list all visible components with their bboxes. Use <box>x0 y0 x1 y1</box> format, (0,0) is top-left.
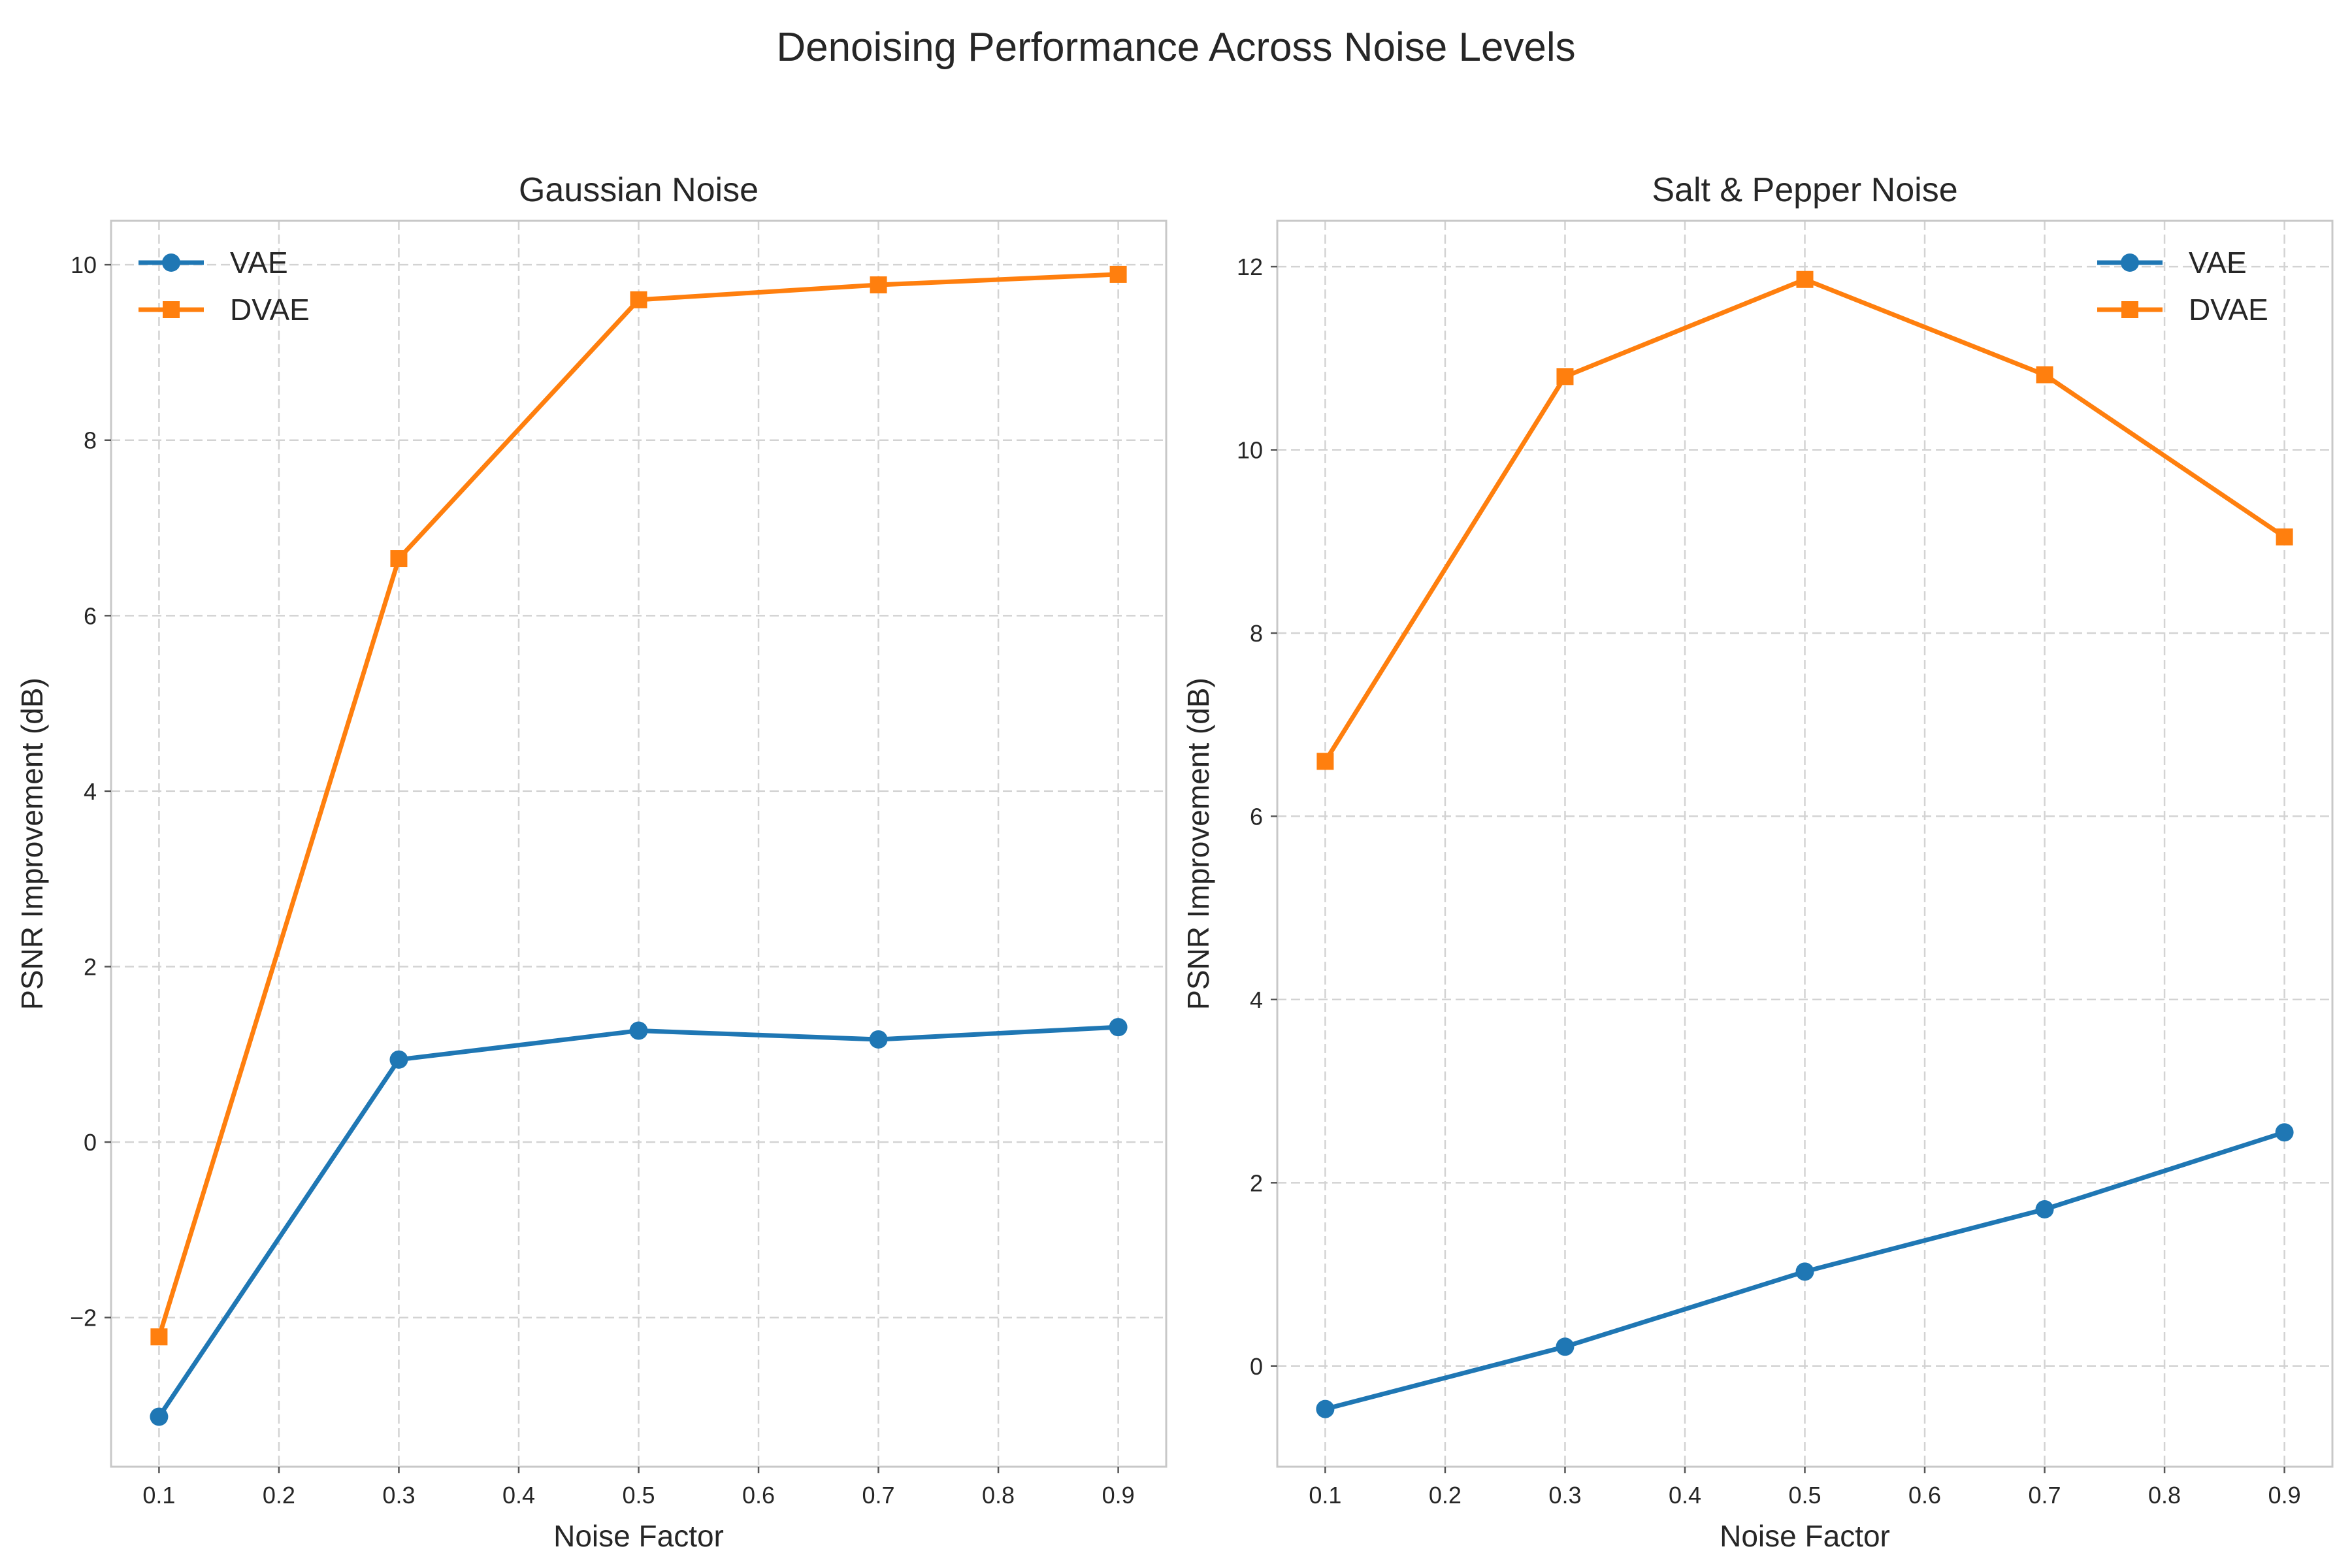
data-point <box>1109 1018 1128 1037</box>
x-tick-label: 0.3 <box>382 1482 415 1509</box>
panel-title: Gaussian Noise <box>519 171 759 209</box>
chart-panels: 0.1 0.2 0.3 0.4 0.5 0.6 0.7 0.8 0.9 −2 0 2 4 6 8 10 Gaus… <box>15 171 2334 1553</box>
data-point <box>150 1328 168 1346</box>
y-tick-label: 2 <box>84 954 97 981</box>
series-dvae <box>150 265 1127 1346</box>
series-dvae <box>1316 270 2293 770</box>
figure-title: Denoising Performance Across Noise Level… <box>776 25 1575 70</box>
x-tick-label: 0.3 <box>1548 1482 1581 1509</box>
data-point <box>1109 265 1127 283</box>
panel-title: Salt & Pepper Noise <box>1652 171 1957 209</box>
chart-panel-1: 0.1 0.2 0.3 0.4 0.5 0.6 0.7 0.8 0.9 −2 0 2 4 6 8 10 Gaus… <box>15 171 1168 1553</box>
data-point <box>150 1407 169 1426</box>
data-point <box>869 1030 888 1049</box>
y-tick-label: 4 <box>84 778 97 805</box>
legend-label: VAE <box>2189 246 2247 280</box>
legend-marker <box>163 301 180 318</box>
y-axis-label: PSNR Improvement (dB) <box>15 678 49 1010</box>
y-tick-label: 0 <box>1250 1353 1263 1380</box>
x-tick-label: 0.8 <box>2148 1482 2181 1509</box>
y-tick-label: −2 <box>70 1305 97 1331</box>
legend: VAE DVAE <box>2097 246 2268 327</box>
x-axis-label: Noise Factor <box>553 1519 724 1553</box>
data-point <box>870 276 887 294</box>
y-tick-label: 6 <box>1250 803 1263 830</box>
x-tick-label: 0.4 <box>1669 1482 1701 1509</box>
x-tick-label: 0.5 <box>1788 1482 1821 1509</box>
y-tick-label: 0 <box>84 1129 97 1156</box>
legend-label: DVAE <box>2189 293 2268 327</box>
data-point <box>2276 528 2293 546</box>
legend-item-vae: VAE <box>2097 246 2247 280</box>
data-point <box>1316 753 1334 770</box>
legend: VAE DVAE <box>139 246 310 327</box>
y-tick-label: 2 <box>1250 1169 1263 1196</box>
data-point <box>1556 368 1574 385</box>
x-axis-label: Noise Factor <box>1720 1519 1890 1553</box>
data-point <box>2275 1123 2294 1142</box>
legend-item-dvae: DVAE <box>139 293 310 327</box>
x-tick-label: 0.8 <box>982 1482 1015 1509</box>
y-tick-label: 4 <box>1250 987 1263 1013</box>
x-tick-label: 0.7 <box>2029 1482 2061 1509</box>
x-tick-label: 0.1 <box>142 1482 175 1509</box>
data-point <box>389 1050 408 1069</box>
y-tick-label: 6 <box>84 602 97 629</box>
x-tick-label: 0.2 <box>263 1482 295 1509</box>
x-tick-label: 0.6 <box>1908 1482 1941 1509</box>
data-point <box>2036 366 2053 384</box>
y-tick-label: 10 <box>1237 437 1263 464</box>
series-vae <box>150 1018 1128 1426</box>
y-tick-label: 10 <box>71 252 97 278</box>
data-point <box>630 291 647 308</box>
legend-label: DVAE <box>230 293 310 327</box>
y-tick-label: 8 <box>1250 620 1263 647</box>
data-point <box>390 550 408 568</box>
y-tick-label: 12 <box>1237 253 1263 280</box>
legend-item-vae: VAE <box>139 246 288 280</box>
x-tick-label: 0.9 <box>2268 1482 2301 1509</box>
data-point <box>1796 270 1814 288</box>
x-tick-label: 0.6 <box>742 1482 775 1509</box>
y-tick-label: 8 <box>84 427 97 454</box>
data-point <box>1316 1399 1335 1418</box>
x-tick-label: 0.1 <box>1309 1482 1341 1509</box>
legend-label: VAE <box>230 246 288 280</box>
x-tick-label: 0.2 <box>1429 1482 1462 1509</box>
legend-marker <box>2121 301 2138 318</box>
x-tick-label: 0.4 <box>502 1482 535 1509</box>
x-tick-label: 0.7 <box>862 1482 895 1509</box>
series-vae <box>1316 1123 2294 1418</box>
legend-marker <box>2121 253 2139 272</box>
data-point <box>629 1021 648 1040</box>
legend-marker <box>162 253 180 272</box>
legend-item-dvae: DVAE <box>2097 293 2268 327</box>
x-tick-label: 0.9 <box>1102 1482 1135 1509</box>
data-point <box>1556 1337 1575 1356</box>
x-tick-label: 0.5 <box>622 1482 655 1509</box>
y-axis-label: PSNR Improvement (dB) <box>1181 678 1215 1010</box>
chart-panel-2: 0.1 0.2 0.3 0.4 0.5 0.6 0.7 0.8 0.9 0 2 4 6 8 10 12 Salt… <box>1181 171 2334 1553</box>
data-point <box>1795 1262 1814 1281</box>
data-point <box>2035 1200 2054 1218</box>
